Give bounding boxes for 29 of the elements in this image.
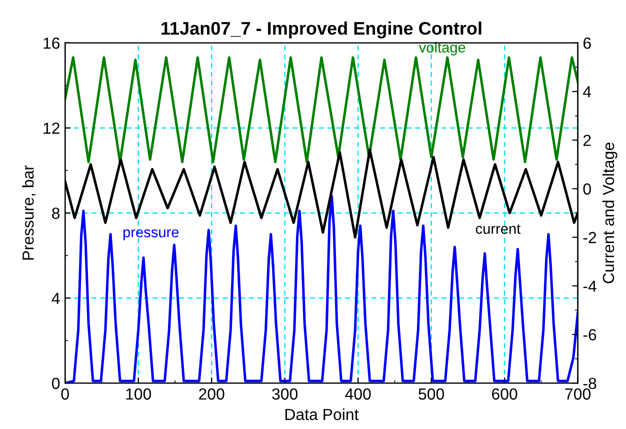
y2-tick-label: 4: [583, 86, 592, 98]
y2-tick-label: 6: [583, 38, 591, 49]
x-axis-title: Data Point: [285, 408, 359, 420]
x-tick-label: 300: [272, 388, 298, 400]
y2-tick-label: 2: [583, 134, 591, 146]
y2-tick-label: -4: [583, 280, 596, 292]
y-tick-label: 0: [52, 378, 60, 390]
x-tick-label: 600: [492, 388, 518, 400]
x-tick-label: 700: [565, 388, 590, 400]
y-axis-title: Pressure, bar: [22, 165, 36, 260]
y-tick-label: 8: [52, 208, 60, 219]
y-tick-label: 16: [44, 38, 60, 49]
x-tick-label: 400: [345, 388, 371, 400]
x-tick-label: 500: [418, 388, 444, 400]
y2-tick-label: -2: [583, 232, 596, 244]
line-series: [65, 56, 578, 164]
y-tick-label: 4: [52, 292, 60, 304]
x-tick-label: 200: [199, 388, 224, 400]
series-label: voltage: [418, 42, 466, 56]
x-tick-label: 0: [61, 388, 69, 400]
y2-tick-label: -6: [583, 329, 596, 340]
y2-tick-label: -8: [583, 378, 596, 390]
x-tick-label: 100: [126, 388, 152, 400]
series-label: current: [476, 224, 521, 234]
y-tick-label: 12: [44, 122, 60, 134]
y2-tick-label: 0: [583, 183, 591, 195]
y2-axis-title: Current and Voltage: [602, 142, 618, 284]
series-label: pressure: [123, 229, 179, 240]
chart-title: 11Jan07_7 - Improved Engine Control: [162, 21, 482, 38]
